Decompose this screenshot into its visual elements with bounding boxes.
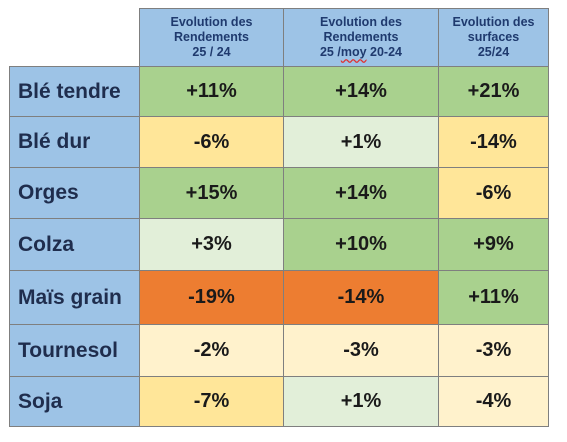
value-cell: -3% xyxy=(283,324,439,377)
value-cell: +15% xyxy=(139,167,284,219)
row-label: Colza xyxy=(9,218,140,271)
header-line: 25 / 24 xyxy=(192,45,231,59)
header-line: Rendements xyxy=(173,30,250,44)
value-cell: -6% xyxy=(139,116,284,168)
empty-corner xyxy=(10,9,140,67)
value-cell: +14% xyxy=(283,167,439,219)
header-line: Evolution des xyxy=(320,15,402,29)
header-line-text: 25 /moy 20-24 xyxy=(319,45,402,59)
table-row: Blé tendre +11% +14% +21% xyxy=(9,66,549,117)
value-cell: -6% xyxy=(438,167,549,219)
header-line: 25 /moy 20-24 xyxy=(284,45,438,60)
row-label: Blé tendre xyxy=(9,66,140,117)
value-cell: +1% xyxy=(283,376,439,427)
header-surface-vs-2024: Evolution des surfaces 25/24 xyxy=(438,8,549,67)
value-cell: +3% xyxy=(139,218,284,271)
header-line: 25/24 xyxy=(477,45,510,59)
table-row: Soja -7% +1% -4% xyxy=(9,376,549,427)
header-row: Evolution des Rendements 25 / 24 Evoluti… xyxy=(10,8,549,67)
value-cell: -19% xyxy=(139,270,284,325)
value-cell: +21% xyxy=(438,66,549,117)
table-row: Tournesol -2% -3% -3% xyxy=(9,324,549,377)
value-cell: -14% xyxy=(283,270,439,325)
row-label: Tournesol xyxy=(9,324,140,377)
value-cell: -4% xyxy=(438,376,549,427)
header-line: surfaces xyxy=(467,30,520,44)
table-body: Blé tendre +11% +14% +21% Blé dur -6% +1% -14% O… xyxy=(9,66,549,427)
value-cell: +11% xyxy=(438,270,549,325)
header-line: Rendements xyxy=(323,30,399,44)
row-label: Soja xyxy=(9,376,140,427)
value-cell: -3% xyxy=(438,324,549,377)
value-cell: +10% xyxy=(283,218,439,271)
row-label: Maïs grain xyxy=(9,270,140,325)
value-cell: +1% xyxy=(283,116,439,168)
value-cell: -2% xyxy=(139,324,284,377)
table-row: Orges +15% +14% -6% xyxy=(9,167,549,219)
value-cell: +11% xyxy=(139,66,284,117)
value-cell: +9% xyxy=(438,218,549,271)
header-line: Evolution des xyxy=(452,15,535,29)
value-cell: -7% xyxy=(139,376,284,427)
header-yield-vs-avg: Evolution des Rendements 25 /moy 20-24 xyxy=(283,8,439,67)
value-cell: -14% xyxy=(438,116,549,168)
table-row: Blé dur -6% +1% -14% xyxy=(9,116,549,168)
evolution-table: Evolution des Rendements 25 / 24 Evoluti… xyxy=(9,8,549,427)
header-yield-vs-2024: Evolution des Rendements 25 / 24 xyxy=(139,8,284,67)
row-label: Orges xyxy=(9,167,140,219)
row-label: Blé dur xyxy=(9,116,140,168)
table-row: Maïs grain -19% -14% +11% xyxy=(9,270,549,325)
table-row: Colza +3% +10% +9% xyxy=(9,218,549,271)
value-cell: +14% xyxy=(283,66,439,117)
header-line: Evolution des xyxy=(170,15,253,29)
